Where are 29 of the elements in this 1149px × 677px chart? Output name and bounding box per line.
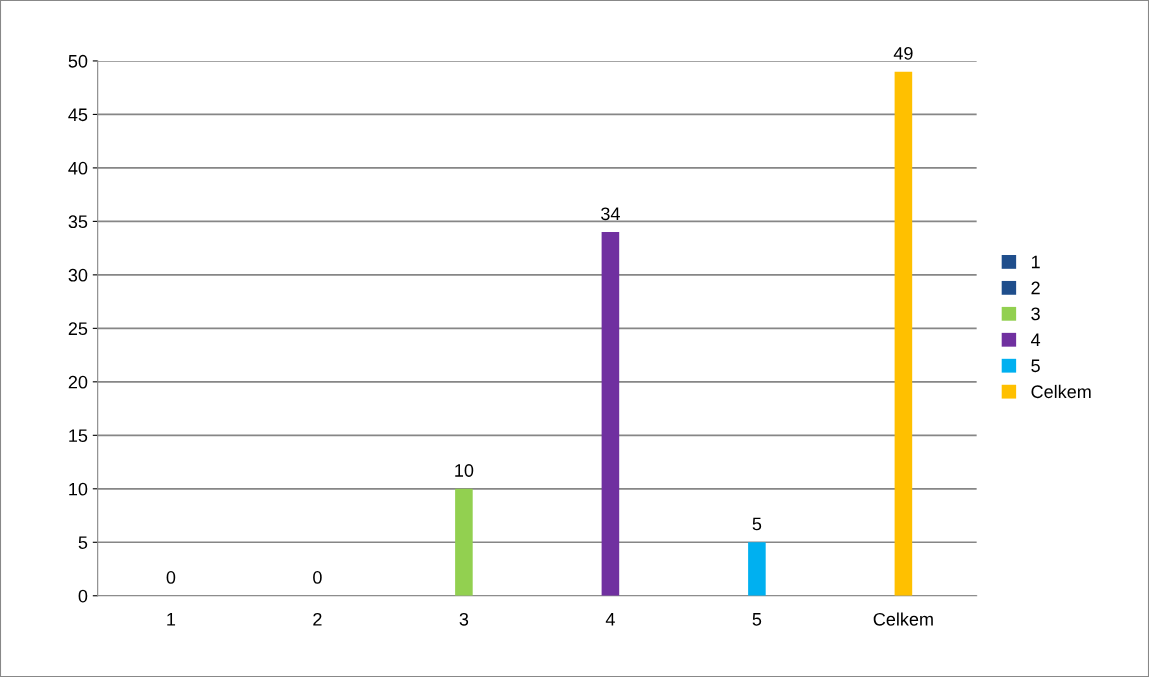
data-label: 0 xyxy=(166,571,176,584)
y-tick-label: 30 xyxy=(68,268,88,282)
y-tick-label: 15 xyxy=(69,429,88,443)
legend-label: 2 xyxy=(1031,281,1040,295)
y-tick-label: 25 xyxy=(68,322,88,336)
y-tick-label: 10 xyxy=(69,482,88,496)
data-label: 5 xyxy=(752,517,762,531)
x-tick-label: 5 xyxy=(752,613,762,626)
y-tick-label: 5 xyxy=(78,536,88,549)
y-tick-label: 50 xyxy=(68,54,88,68)
data-label: 10 xyxy=(455,464,474,477)
y-tick-label: 20 xyxy=(68,375,88,389)
y-tick-label: 35 xyxy=(68,215,88,229)
y-tick-label: 0 xyxy=(78,589,88,603)
data-label: 49 xyxy=(893,46,913,60)
legend-label: 5 xyxy=(1031,359,1040,373)
y-tick-label: 45 xyxy=(68,108,88,122)
x-tick-label: Celkem xyxy=(873,612,933,626)
legend-label: 3 xyxy=(1031,307,1040,321)
legend-label: 4 xyxy=(1030,333,1041,347)
data-label: 0 xyxy=(313,571,322,584)
legend-label: Celkem xyxy=(1031,384,1091,399)
x-tick-label: 1 xyxy=(167,613,176,626)
y-tick-label: 40 xyxy=(68,161,88,175)
legend-label: 1 xyxy=(1031,255,1040,269)
x-tick-label: 2 xyxy=(313,612,322,626)
x-tick-label: 3 xyxy=(459,612,469,626)
x-tick-label: 4 xyxy=(605,613,615,626)
data-label: 34 xyxy=(601,207,620,221)
